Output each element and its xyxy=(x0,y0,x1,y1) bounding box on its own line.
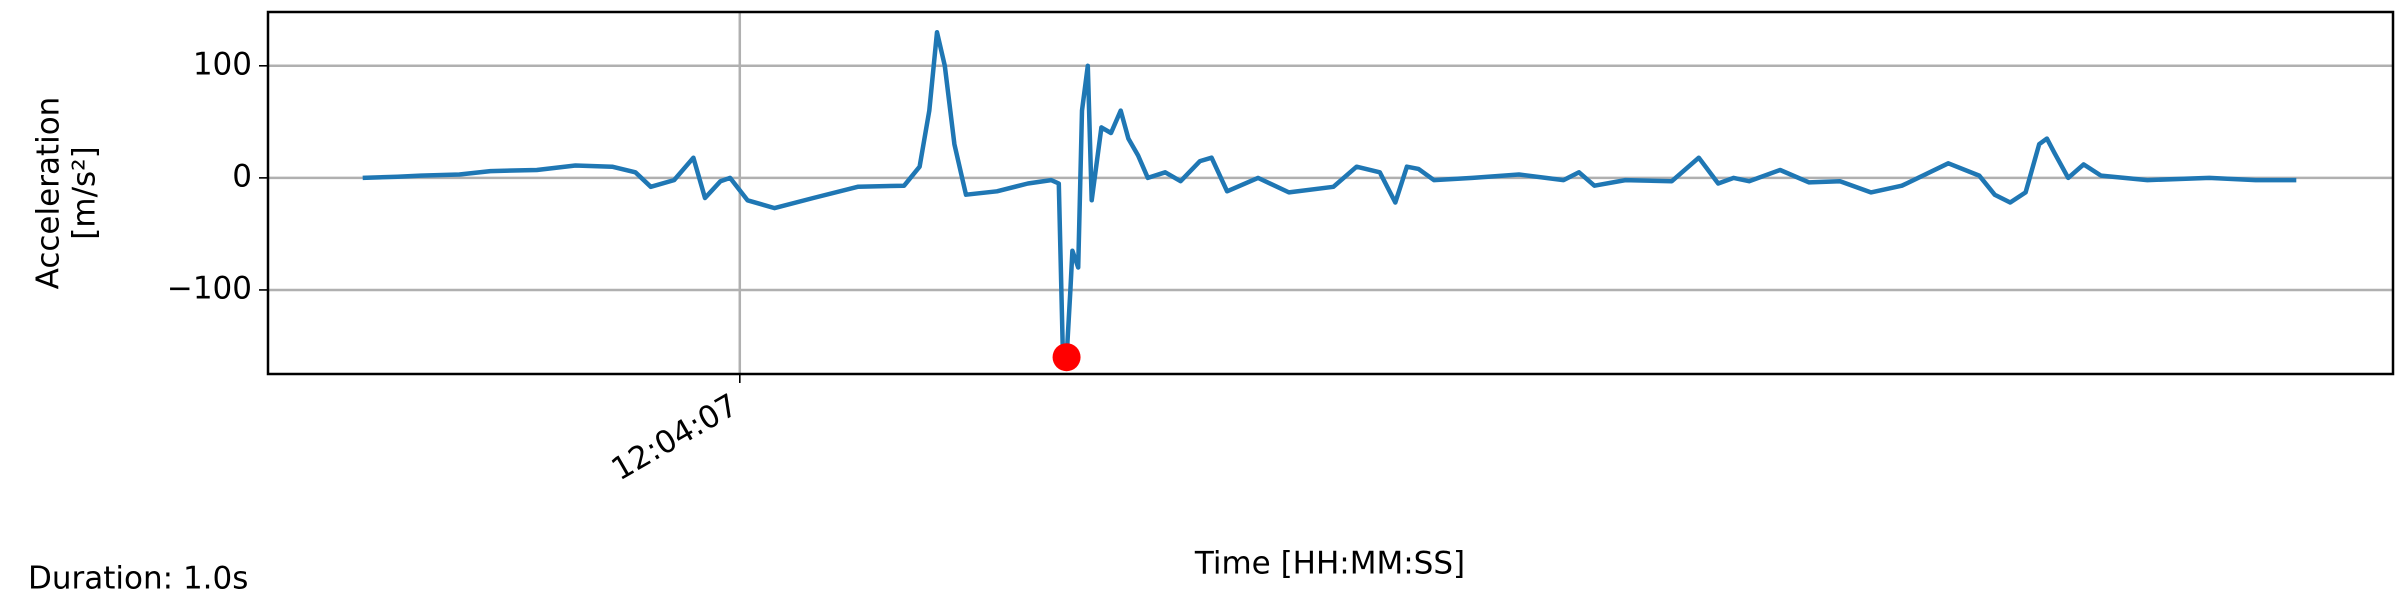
duration-note: Duration: 1.0s xyxy=(28,561,248,597)
plot-frame xyxy=(266,10,2395,376)
min-marker xyxy=(1052,343,1081,372)
y-axis-label: [m/s²] xyxy=(67,146,103,239)
data-line xyxy=(362,29,2297,360)
x-tick-label: 12:04:07 xyxy=(605,387,744,488)
y-axis-label: Acceleration xyxy=(31,97,67,290)
y-tick-label: 0 xyxy=(232,158,252,194)
y-tick-label: 100 xyxy=(193,46,252,82)
x-axis-label: Time [HH:MM:SS] xyxy=(1194,546,1465,582)
y-tick-label: −100 xyxy=(167,270,252,306)
